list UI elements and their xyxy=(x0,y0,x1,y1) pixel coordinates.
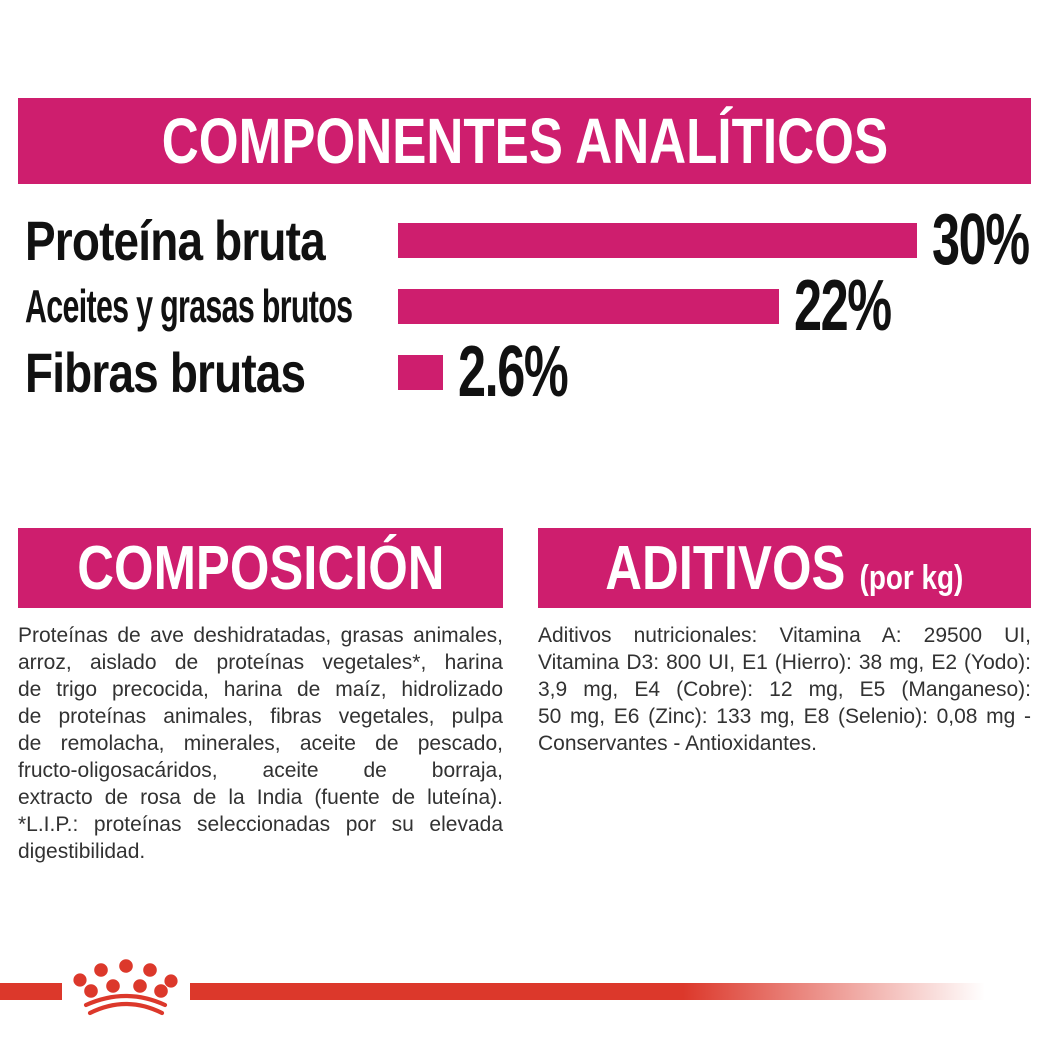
text-line: fructo-oligosacáridos, aceite de borraja… xyxy=(18,759,503,782)
composition-text: Proteínas de ave deshidratadas, grasas a… xyxy=(18,622,503,865)
composition-banner: COMPOSICIÓN xyxy=(18,528,503,608)
text-line: Conservantes - Antioxidantes. xyxy=(538,732,817,755)
chart-row: Aceites y grasas brutos 22% xyxy=(25,266,1049,346)
additives-title-suffix: (por kg) xyxy=(859,558,964,597)
bar-value: 30% xyxy=(932,200,1030,280)
bar-label: Fibras brutas xyxy=(25,340,306,404)
bar xyxy=(398,288,779,324)
analytical-components-banner: COMPONENTES ANALÍTICOS xyxy=(18,98,1031,184)
bar-label: Aceites y grasas brutos xyxy=(25,280,353,332)
text-line: Proteínas de ave deshidratadas, grasas a… xyxy=(18,624,503,647)
text-line: de proteínas animales, fibras vegetales,… xyxy=(18,705,503,728)
text-line: de remolacha, minerales, aceite de pesca… xyxy=(18,732,503,755)
composition-title: COMPOSICIÓN xyxy=(76,533,445,603)
additives-title: ADITIVOS (por kg) xyxy=(605,533,964,603)
text-line: digestibilidad. xyxy=(18,840,146,863)
analytical-components-title: COMPONENTES ANALÍTICOS xyxy=(161,105,888,177)
text-line: de trigo precocida, harina de maíz, hidr… xyxy=(18,678,503,701)
text-line: Vitamina D3: 800 UI, E1 (Hierro): 38 mg,… xyxy=(538,651,1031,674)
text-line: extracto de rosa de la India (fuente de … xyxy=(18,786,503,809)
additives-text: Aditivos nutricionales: Vitamina A: 2950… xyxy=(538,622,1031,757)
additives-banner: ADITIVOS (por kg) xyxy=(538,528,1031,608)
bar xyxy=(398,354,443,390)
royal-canin-crown-icon xyxy=(73,959,178,1016)
chart-row: Fibras brutas 2.6% xyxy=(25,332,1049,412)
text-line: *L.I.P.: proteínas seleccionadas por su … xyxy=(18,813,503,836)
footer-rule-left xyxy=(0,983,62,1000)
bar xyxy=(398,222,917,258)
text-line: arroz, aislado de proteínas vegetales*, … xyxy=(18,651,503,674)
bar-value: 2.6% xyxy=(458,332,569,412)
text-line: 50 mg, E6 (Zinc): 133 mg, E8 (Selenio): … xyxy=(538,705,1031,728)
chart-row: Proteína bruta 30% xyxy=(25,200,1049,280)
bar-label: Proteína bruta xyxy=(25,208,326,272)
text-line: Aditivos nutricionales: Vitamina A: 2950… xyxy=(538,624,1031,647)
text-line: 3,9 mg, E4 (Cobre): 12 mg, E5 (Manganeso… xyxy=(538,678,1031,701)
footer-rule-right xyxy=(190,983,985,1000)
bar-value: 22% xyxy=(794,266,892,346)
